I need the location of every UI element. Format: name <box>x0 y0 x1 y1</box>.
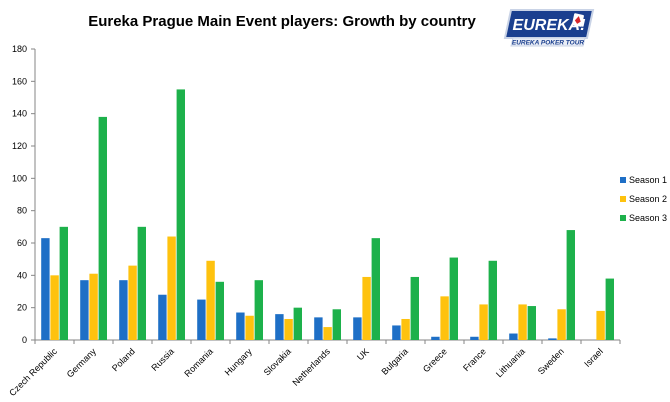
bar-season-1 <box>548 338 557 340</box>
legend-swatch <box>620 215 626 221</box>
bar-season-3 <box>410 276 419 340</box>
bar-season-1 <box>431 336 440 340</box>
x-tick-label: UK <box>355 346 371 362</box>
x-tick-label: France <box>461 346 488 373</box>
bar-season-2 <box>50 275 59 340</box>
bar-season-1 <box>275 314 284 340</box>
legend: Season 1 Season 2 Season 3 <box>620 175 667 223</box>
bar-season-1 <box>119 280 128 340</box>
bar-season-3 <box>254 280 263 340</box>
bar-season-1 <box>80 280 89 340</box>
bar-season-3 <box>605 278 614 340</box>
bar-season-3 <box>566 230 575 340</box>
y-tick-label: 120 <box>12 141 27 151</box>
y-tick-label: 140 <box>12 109 27 119</box>
eureka-poker-tour-logo: EUREKA! EUREKA POKER TOUR <box>503 9 595 47</box>
x-tick-label: Slovakia <box>262 346 293 377</box>
bar-season-2 <box>479 304 488 340</box>
y-tick-label: 80 <box>17 206 27 216</box>
bar-season-3 <box>137 226 146 340</box>
y-tick-label: 20 <box>17 303 27 313</box>
x-tick-labels: Czech Republic Germany Poland Russia Romania… <box>7 346 605 398</box>
bar-season-2 <box>440 296 449 340</box>
bar-season-3 <box>488 260 497 340</box>
y-tick-label: 60 <box>17 238 27 248</box>
x-tick-label: Russia <box>149 346 176 373</box>
bar-season-2 <box>167 236 176 340</box>
x-tick-label: Sweden <box>536 346 566 376</box>
bar-season-1 <box>509 333 518 340</box>
logo-name: EUREKA! <box>513 17 587 34</box>
bar-season-3 <box>371 238 380 340</box>
bar-season-1 <box>236 312 245 340</box>
bar-season-1 <box>314 317 323 340</box>
legend-swatch <box>620 177 626 183</box>
y-tick-label: 40 <box>17 270 27 280</box>
bar-season-2 <box>284 318 293 340</box>
x-tick-label: Hungary <box>223 346 254 377</box>
bar-season-2 <box>245 315 254 340</box>
legend-label: Season 1 <box>629 175 667 185</box>
logo-subtitle: EUREKA POKER TOUR <box>512 40 585 47</box>
bar-season-3 <box>176 89 185 340</box>
chart-title: Eureka Prague Main Event players: Growth… <box>88 13 476 30</box>
x-tick-label: Romania <box>182 346 215 379</box>
bar-season-1 <box>353 317 362 340</box>
bar-season-3 <box>527 306 536 340</box>
bar-season-2 <box>596 310 605 340</box>
bar-season-2 <box>401 318 410 340</box>
x-tick-label: Lithuania <box>494 346 527 379</box>
x-tick-label: Bulgaria <box>379 346 409 376</box>
bar-season-1 <box>158 294 167 340</box>
bar-season-1 <box>392 325 401 340</box>
bar-season-2 <box>557 309 566 340</box>
bar-season-2 <box>362 276 371 340</box>
legend-swatch <box>620 196 626 202</box>
bar-season-3 <box>59 226 68 340</box>
x-tick-label: Israel <box>582 346 605 369</box>
bar-season-2 <box>206 260 215 340</box>
bar-season-2 <box>323 327 332 340</box>
x-tick-label: Germany <box>65 346 99 380</box>
bar-season-3 <box>98 116 107 341</box>
y-tick-label: 0 <box>22 335 27 345</box>
bar-season-3 <box>293 307 302 340</box>
y-tick-label: 100 <box>12 173 27 183</box>
bar-season-1 <box>470 336 479 340</box>
x-tick-label: Netherlands <box>291 346 333 388</box>
bar-season-2 <box>128 265 137 340</box>
y-tick-label: 180 <box>12 44 27 54</box>
bar-season-2 <box>518 304 527 340</box>
y-tick-label: 160 <box>12 76 27 86</box>
x-tick-label: Czech Republic <box>7 346 59 398</box>
bars <box>41 89 614 341</box>
legend-label: Season 2 <box>629 194 667 204</box>
bar-season-3 <box>332 309 341 340</box>
x-tick-label: Poland <box>110 346 137 373</box>
bar-season-2 <box>89 273 98 340</box>
bar-season-3 <box>449 257 458 340</box>
bar-season-1 <box>197 299 206 340</box>
bar-season-1 <box>41 238 50 340</box>
legend-label: Season 3 <box>629 213 667 223</box>
bar-season-3 <box>215 281 224 340</box>
x-tick-label: Greece <box>421 346 449 374</box>
